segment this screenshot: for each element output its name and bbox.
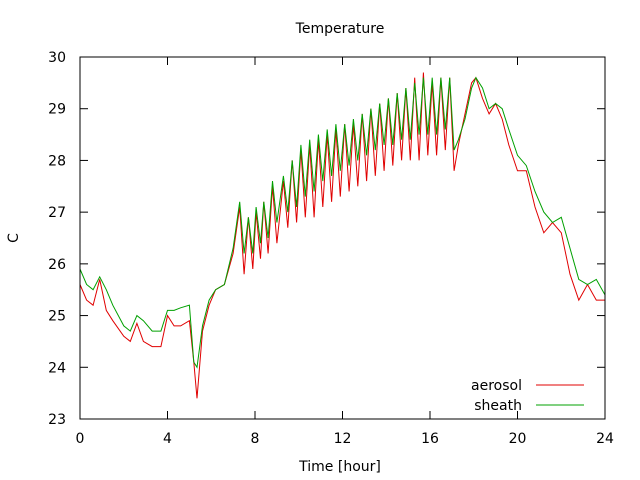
x-tick-label: 12 xyxy=(334,431,352,447)
x-tick-label: 16 xyxy=(421,431,439,447)
legend-label-sheath: sheath xyxy=(474,398,522,414)
legend: aerosol sheath xyxy=(471,378,584,414)
x-tick-label: 20 xyxy=(509,431,527,447)
y-tick-label: 23 xyxy=(48,412,66,428)
series-lines xyxy=(79,72,606,399)
x-tick-label: 24 xyxy=(596,431,614,447)
y-tick-label: 24 xyxy=(48,360,66,376)
x-tick-label: 4 xyxy=(163,431,172,447)
y-tick-label: 25 xyxy=(48,309,66,325)
x-tick-label: 0 xyxy=(76,431,85,447)
y-tick-label: 29 xyxy=(48,102,66,118)
y-axis-label: C xyxy=(6,233,22,243)
axis-ticks: 23 24 25 26 27 28 29 30 0 4 8 12 16 20 24 xyxy=(48,50,614,447)
chart-title: Temperature xyxy=(295,21,385,37)
y-tick-label: 30 xyxy=(48,50,66,66)
x-axis-label: Time [hour] xyxy=(298,459,381,475)
x-tick-label: 8 xyxy=(251,431,260,447)
series-line-sheath xyxy=(79,76,606,369)
plot-frame xyxy=(79,56,606,420)
legend-label-aerosol: aerosol xyxy=(471,378,522,394)
y-tick-label: 26 xyxy=(48,257,66,273)
y-tick-label: 27 xyxy=(48,205,66,221)
series-line-aerosol xyxy=(79,72,605,399)
y-tick-label: 28 xyxy=(48,153,66,169)
